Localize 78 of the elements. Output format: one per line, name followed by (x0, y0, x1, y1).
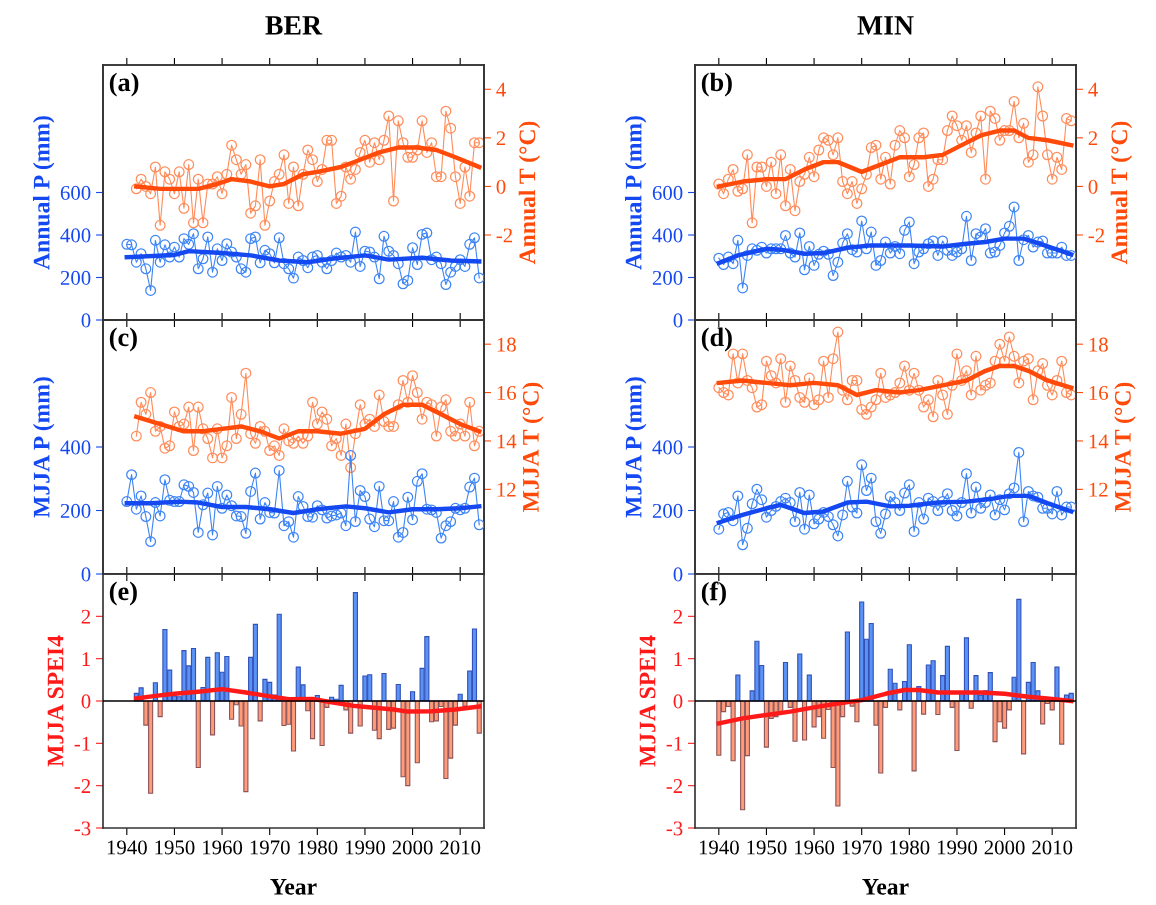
annotation: (f) (701, 581, 726, 606)
x-axis-title: Year (862, 879, 909, 895)
y-tick-label: 2 (673, 609, 683, 624)
x-tick-label: 1960 (203, 840, 243, 855)
y-axis-title: Annual P (mm) (32, 116, 55, 270)
y-tick-label: 600 (652, 185, 683, 200)
y-tick-label: -1 (666, 736, 682, 751)
y-tick-label: 200 (60, 270, 91, 285)
y2-tick-label: 14 (1089, 434, 1109, 449)
y-tick-label: 2 (81, 609, 91, 624)
y-axis-title: MJJA P (mm) (624, 377, 647, 518)
y-tick-label: 1 (82, 652, 90, 666)
annotation: (b) (701, 72, 732, 97)
y-tick-label: 400 (60, 228, 91, 243)
annotation: (a) (109, 72, 139, 97)
y2-tick-label: 18 (1089, 337, 1108, 352)
x-tick-label: 1980 (890, 840, 930, 855)
y2-tick-label: 18 (497, 337, 516, 352)
x-tick-label: 1990 (937, 840, 977, 855)
y2-tick-label: 4 (1088, 82, 1098, 97)
annotation: (c) (109, 327, 137, 352)
annotation: (e) (109, 581, 137, 606)
chart-title: MIN (857, 16, 914, 35)
y-tick-label: 400 (60, 440, 91, 455)
y-tick-label: -2 (666, 779, 683, 793)
x-tick-label: 1970 (842, 840, 882, 855)
x-tick-label: 2000 (392, 840, 433, 855)
y-tick-label: -3 (74, 821, 91, 836)
x-tick-label: 1970 (250, 840, 290, 855)
y-tick-label: 200 (60, 503, 91, 518)
y-tick-label: 0 (81, 313, 91, 328)
y-axis-title: MJJA SPEI4 (639, 635, 656, 767)
y-tick-label: 400 (652, 228, 683, 243)
x-tick-label: 2010 (1032, 840, 1073, 855)
x-tick-label: 1960 (795, 840, 835, 855)
x-tick-label: 1990 (345, 840, 385, 855)
y2-axis-title: Annual T (°C) (518, 121, 541, 265)
y2-tick-label: 2 (496, 131, 506, 146)
y-tick-label: 0 (81, 694, 91, 709)
y-axis-title: MJJA SPEI4 (47, 635, 64, 767)
chart-title: BER (265, 16, 323, 35)
y-axis-title: MJJA P (mm) (32, 377, 55, 518)
y2-axis-title: MJJA T (°C) (1114, 382, 1136, 512)
y-tick-label: 600 (60, 185, 91, 200)
x-tick-label: 1950 (155, 840, 195, 855)
y-tick-label: 0 (673, 567, 683, 582)
x-tick-label: 1950 (747, 840, 787, 855)
x-tick-label: 1980 (298, 840, 338, 855)
x-tick-label: 1940 (107, 840, 147, 855)
y-tick-label: -2 (74, 779, 91, 793)
x-tick-label: 1940 (699, 840, 739, 855)
y2-tick-label: 12 (497, 482, 516, 497)
y-tick-label: 400 (652, 440, 683, 455)
y-tick-label: 0 (673, 313, 683, 328)
annotation: (d) (701, 327, 732, 352)
y2-tick-label: 2 (1088, 131, 1098, 146)
y-tick-label: 1 (674, 652, 682, 666)
y2-tick-label: 12 (1089, 482, 1108, 497)
y2-tick-label: -2 (496, 228, 513, 243)
y2-tick-label: 16 (1089, 386, 1109, 400)
x-tick-label: 2010 (440, 840, 481, 855)
y2-axis-title: Annual T (°C) (1110, 121, 1133, 265)
x-axis-title: Year (270, 879, 317, 895)
y-tick-label: -3 (666, 821, 683, 836)
y2-tick-label: -2 (1088, 228, 1105, 243)
y2-tick-label: 16 (497, 386, 517, 400)
y2-tick-label: 4 (496, 82, 506, 97)
y2-tick-label: 0 (496, 179, 506, 194)
y-tick-label: -1 (74, 736, 90, 751)
y2-axis-title: MJJA T (°C) (522, 382, 544, 512)
y-tick-label: 0 (81, 567, 91, 582)
y2-tick-label: 14 (497, 434, 517, 449)
y-tick-label: 200 (652, 270, 683, 285)
x-tick-label: 2000 (984, 840, 1025, 855)
y2-tick-label: 0 (1088, 179, 1098, 194)
y-tick-label: 0 (673, 694, 683, 709)
y-tick-label: 200 (652, 503, 683, 518)
y-axis-title: Annual P (mm) (624, 116, 647, 270)
